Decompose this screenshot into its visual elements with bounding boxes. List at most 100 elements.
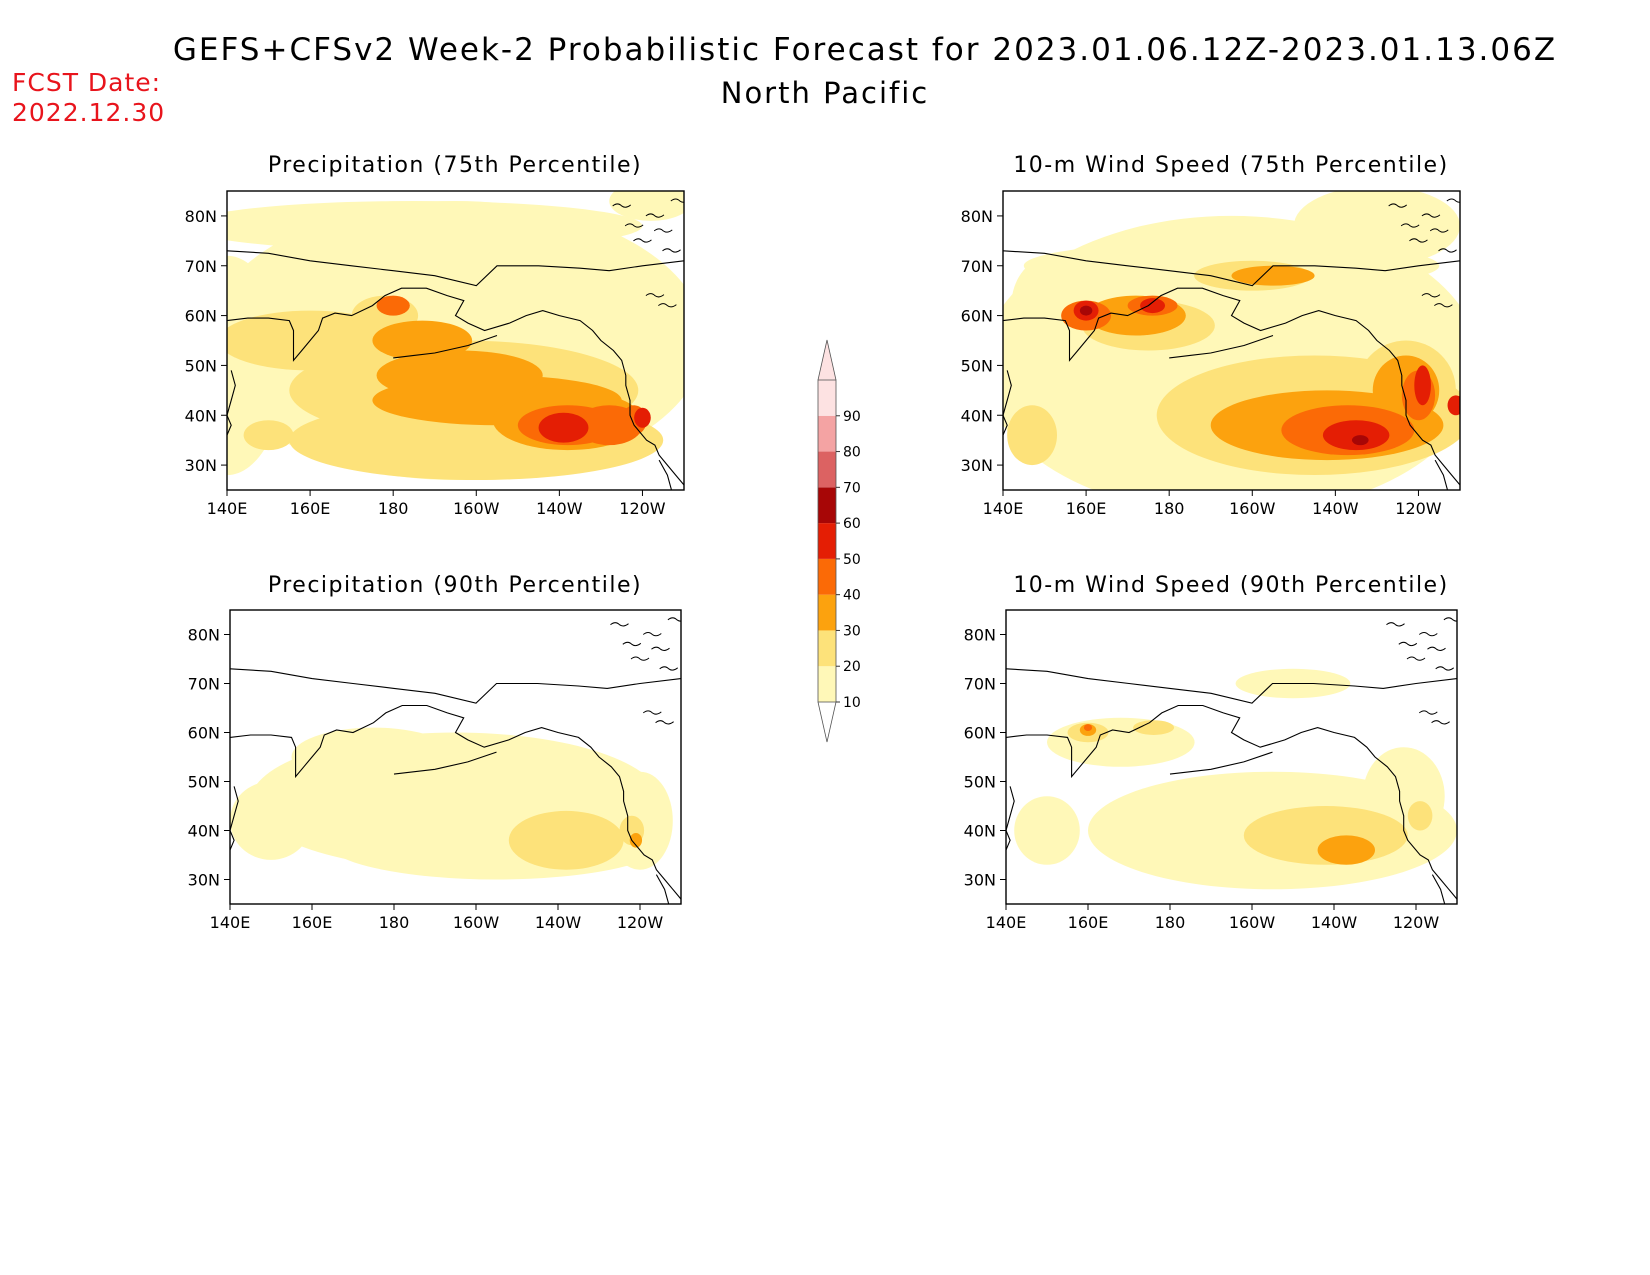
- lat-tick-label: 80N: [188, 626, 220, 645]
- lat-tick-label: 40N: [185, 406, 217, 425]
- island-outline: [633, 238, 652, 243]
- colorbar-swatch-10: [818, 666, 836, 702]
- probability-contour-50: [1414, 365, 1431, 406]
- colorbar-swatch-70: [818, 451, 836, 488]
- lat-tick-label: 30N: [185, 456, 217, 475]
- colorbar-frame: [817, 379, 837, 703]
- lon-tick-label: 160E: [1068, 913, 1109, 932]
- lon-tick-label: 180: [1155, 913, 1186, 932]
- lon-tick-label: 160E: [290, 499, 331, 518]
- coastline: [1169, 334, 1274, 359]
- probability-contour-40: [376, 295, 410, 316]
- forecast-field: [1003, 191, 1460, 490]
- colorbar-label: 50: [843, 552, 861, 568]
- coastline: [393, 751, 497, 775]
- lon-tick-label: 140W: [536, 499, 583, 518]
- colorbar-label: 80: [843, 445, 861, 461]
- coastlines: [1006, 617, 1457, 904]
- lat-tick-label: 70N: [961, 257, 993, 276]
- colorbar-swatch-90: [818, 380, 836, 416]
- probability-contour-50: [1140, 298, 1166, 314]
- lat-tick-label: 40N: [961, 406, 993, 425]
- probability-contour-30: [629, 832, 643, 848]
- probability-contour-20: [1007, 405, 1058, 466]
- island-outline: [645, 213, 665, 218]
- lat-tick-label: 70N: [185, 257, 217, 276]
- island-outline: [655, 720, 674, 725]
- island-outline: [1431, 720, 1450, 725]
- coastline: [227, 250, 684, 287]
- probability-contour-30: [1231, 265, 1315, 286]
- probability-contour-20: [508, 810, 624, 870]
- island-outline: [624, 223, 644, 228]
- probability-contour-50: [1322, 420, 1390, 451]
- map-frame: [1002, 190, 1461, 491]
- island-outline: [1386, 622, 1405, 627]
- lon-tick-label: 160W: [453, 499, 500, 518]
- colorbar-bottom-arrow: [817, 701, 837, 743]
- forecast-date-label: FCST Date:: [12, 68, 162, 97]
- colorbar-label: 30: [843, 623, 861, 639]
- island-outline: [610, 622, 629, 627]
- island-outline: [1429, 228, 1449, 233]
- lat-tick-label: 40N: [188, 822, 220, 841]
- probability-contour-10: [227, 200, 643, 251]
- probability-contour-60: [1351, 435, 1369, 446]
- colorbar-label: 10: [843, 695, 861, 711]
- colorbar-swatch-20: [818, 630, 836, 667]
- main-title: GEFS+CFSv2 Week-2 Probabilistic Forecast…: [172, 32, 1558, 68]
- colorbar-label: 60: [843, 516, 861, 532]
- island-outline: [1421, 213, 1441, 218]
- lat-tick-label: 50N: [188, 773, 220, 792]
- coastline: [1003, 250, 1460, 287]
- island-outline: [1435, 666, 1455, 671]
- probability-contour-30: [376, 350, 543, 401]
- island-outline: [662, 248, 681, 253]
- probability-contour-40: [1083, 724, 1093, 732]
- island-outline: [1438, 248, 1457, 253]
- lon-tick-label: 120W: [619, 499, 666, 518]
- map-panel-1: Precipitation (75th Percentile) 80N 70N 60N…: [185, 153, 685, 518]
- coastlines: [1003, 198, 1460, 490]
- probability-contour-20: [1407, 801, 1433, 831]
- coastline: [1434, 459, 1449, 490]
- probability-contour-20: [1133, 720, 1175, 735]
- colorbar-swatch-30: [818, 594, 836, 631]
- island-outline: [1406, 656, 1426, 661]
- colorbar-swatch-60: [818, 487, 836, 524]
- island-outline: [667, 617, 681, 622]
- coastlines: [230, 617, 681, 904]
- coastline: [227, 287, 684, 486]
- lat-tick-label: 30N: [964, 871, 996, 890]
- lat-tick-label: 50N: [185, 356, 217, 375]
- colorbar-label: 90: [843, 409, 861, 425]
- coastline: [658, 459, 673, 490]
- map-panel-3: Precipitation (90th Percentile) 80N 70N 60N…: [188, 573, 682, 932]
- probability-contour-60: [1079, 305, 1093, 316]
- lat-tick-label: 70N: [188, 675, 220, 694]
- island-outline: [645, 293, 665, 298]
- map-frame: [1005, 609, 1458, 905]
- lon-tick-label: 180: [378, 499, 409, 518]
- forecast-field: [230, 727, 673, 880]
- lon-tick-label: 160W: [453, 913, 500, 932]
- coastline: [230, 704, 681, 900]
- colorbar-swatch-80: [818, 415, 836, 452]
- lon-tick-label: 180: [379, 913, 410, 932]
- panel-title: 10-m Wind Speed (90th Percentile): [1013, 573, 1448, 598]
- lat-tick-label: 80N: [964, 626, 996, 645]
- island-outline: [670, 198, 684, 203]
- coastline: [1006, 704, 1457, 900]
- colorbar-label: 40: [843, 588, 861, 604]
- probability-contour-10: [227, 255, 286, 476]
- probability-contour-10: [609, 191, 684, 221]
- lon-tick-label: 120W: [1395, 499, 1442, 518]
- coastline: [1006, 786, 1015, 851]
- probability-contour-10: [1014, 796, 1080, 865]
- island-outline: [642, 632, 662, 637]
- island-outline: [1418, 632, 1438, 637]
- lon-tick-label: 160W: [1229, 913, 1276, 932]
- lat-tick-label: 60N: [961, 307, 993, 326]
- probability-contour-30: [1317, 835, 1376, 865]
- island-outline: [651, 646, 670, 651]
